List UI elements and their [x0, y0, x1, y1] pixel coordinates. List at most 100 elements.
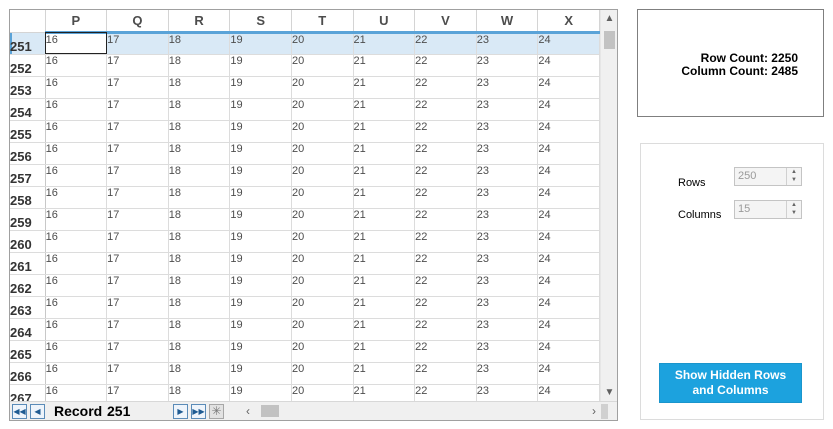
grid-cell[interactable]: 23	[476, 186, 539, 209]
grid-cell[interactable]: 17	[106, 252, 169, 275]
grid-cell[interactable]: 20	[291, 120, 354, 143]
grid-cell[interactable]: 21	[353, 76, 416, 99]
table-row[interactable]: 263 16 17 18 19 20 21 22 23 24	[10, 296, 600, 319]
row-header[interactable]: 265	[10, 340, 46, 363]
grid-cell[interactable]: 16	[45, 296, 108, 319]
grid-cell[interactable]: 23	[476, 164, 539, 187]
grid-cell[interactable]: 23	[476, 32, 539, 55]
grid-cell[interactable]: 16	[45, 32, 108, 55]
columns-spinner[interactable]: 15 ▲ ▼	[734, 200, 802, 219]
new-record-icon[interactable]: ✳	[209, 404, 224, 419]
grid-cell[interactable]: 23	[476, 340, 539, 363]
grid-cell[interactable]: 24	[537, 384, 600, 401]
grid-cell[interactable]: 16	[45, 340, 108, 363]
grid-cell[interactable]: 17	[106, 208, 169, 231]
table-row[interactable]: 266 16 17 18 19 20 21 22 23 24	[10, 362, 600, 385]
grid-cell[interactable]: 22	[414, 120, 477, 143]
grid-cell[interactable]: 19	[229, 208, 292, 231]
grid-cell[interactable]: 18	[168, 208, 231, 231]
grid-cell[interactable]: 24	[537, 142, 600, 165]
grid-cell[interactable]: 21	[353, 208, 416, 231]
grid-cell[interactable]: 16	[45, 274, 108, 297]
column-header[interactable]: X	[537, 10, 600, 34]
column-header[interactable]: P	[45, 10, 108, 34]
table-row[interactable]: 251 16 17 18 19 20 21 22 23 24	[10, 32, 600, 55]
grid-cell[interactable]: 24	[537, 252, 600, 275]
grid-cell[interactable]: 21	[353, 274, 416, 297]
table-row[interactable]: 254 16 17 18 19 20 21 22 23 24	[10, 98, 600, 121]
grid-cell[interactable]: 17	[106, 54, 169, 77]
grid-cell[interactable]: 18	[168, 32, 231, 55]
grid-cell[interactable]: 21	[353, 186, 416, 209]
grid-cell[interactable]: 18	[168, 120, 231, 143]
grid-cell[interactable]: 21	[353, 230, 416, 253]
table-row[interactable]: 252 16 17 18 19 20 21 22 23 24	[10, 54, 600, 77]
grid-cell[interactable]: 24	[537, 274, 600, 297]
grid-cell[interactable]: 24	[537, 362, 600, 385]
grid-cell[interactable]: 16	[45, 54, 108, 77]
table-row[interactable]: 255 16 17 18 19 20 21 22 23 24	[10, 120, 600, 143]
grid-cell[interactable]: 19	[229, 296, 292, 319]
grid-cell[interactable]: 17	[106, 384, 169, 401]
grid-cell[interactable]: 20	[291, 186, 354, 209]
show-hidden-rows-columns-button[interactable]: Show Hidden Rows and Columns	[659, 363, 802, 403]
grid-cell[interactable]: 22	[414, 318, 477, 341]
grid-cell[interactable]: 19	[229, 164, 292, 187]
grid-cell[interactable]: 23	[476, 142, 539, 165]
grid-cell[interactable]: 24	[537, 318, 600, 341]
table-row[interactable]: 265 16 17 18 19 20 21 22 23 24	[10, 340, 600, 363]
grid-cell[interactable]: 18	[168, 76, 231, 99]
grid-cell[interactable]: 23	[476, 230, 539, 253]
columns-value[interactable]: 15	[738, 203, 751, 215]
grid-cell[interactable]: 17	[106, 296, 169, 319]
grid-cell[interactable]: 16	[45, 142, 108, 165]
grid-cell[interactable]: 19	[229, 384, 292, 401]
grid-cell[interactable]: 16	[45, 362, 108, 385]
row-header[interactable]: 258	[10, 186, 46, 209]
row-header[interactable]: 251	[10, 32, 46, 55]
row-header[interactable]: 266	[10, 362, 46, 385]
row-header[interactable]: 257	[10, 164, 46, 187]
grid-cell[interactable]: 24	[537, 98, 600, 121]
horizontal-scroll-thumb[interactable]	[261, 405, 279, 417]
grid-cell[interactable]: 19	[229, 252, 292, 275]
grid-cell[interactable]: 23	[476, 54, 539, 77]
grid-cell[interactable]: 20	[291, 340, 354, 363]
grid-cell[interactable]: 16	[45, 186, 108, 209]
grid-cell[interactable]: 23	[476, 384, 539, 401]
grid-cell[interactable]: 22	[414, 98, 477, 121]
grid-cell[interactable]: 18	[168, 98, 231, 121]
grid-cell[interactable]: 22	[414, 186, 477, 209]
grid-cell[interactable]: 23	[476, 318, 539, 341]
grid-cell[interactable]: 23	[476, 208, 539, 231]
grid-cell[interactable]: 24	[537, 164, 600, 187]
grid-cell[interactable]: 20	[291, 274, 354, 297]
row-header[interactable]: 255	[10, 120, 46, 143]
grid-cell[interactable]: 24	[537, 120, 600, 143]
grid-cell[interactable]: 18	[168, 340, 231, 363]
grid-cell[interactable]: 22	[414, 230, 477, 253]
grid-cell[interactable]: 24	[537, 32, 600, 55]
scroll-right-arrow-icon[interactable]: ›	[592, 404, 596, 418]
scroll-down-arrow-icon[interactable]: ▼	[604, 387, 615, 398]
grid-cell[interactable]: 17	[106, 98, 169, 121]
row-header[interactable]: 264	[10, 318, 46, 341]
grid-cell[interactable]: 22	[414, 296, 477, 319]
grid-cell[interactable]: 24	[537, 208, 600, 231]
grid-cell[interactable]: 23	[476, 274, 539, 297]
column-header[interactable]: U	[353, 10, 416, 34]
row-header[interactable]: 263	[10, 296, 46, 319]
grid-cell[interactable]: 21	[353, 142, 416, 165]
last-record-icon[interactable]: ▶▶	[191, 404, 206, 419]
grid-cell[interactable]: 20	[291, 164, 354, 187]
vertical-scrollbar[interactable]: ▲ ▼	[600, 10, 617, 401]
row-header[interactable]: 267	[10, 384, 46, 401]
grid-cell[interactable]: 23	[476, 76, 539, 99]
column-header[interactable]: T	[291, 10, 354, 34]
grid-cell[interactable]: 18	[168, 318, 231, 341]
row-header[interactable]: 253	[10, 76, 46, 99]
column-header[interactable]: R	[168, 10, 231, 34]
grid-cell[interactable]: 22	[414, 252, 477, 275]
grid-cell[interactable]: 22	[414, 274, 477, 297]
